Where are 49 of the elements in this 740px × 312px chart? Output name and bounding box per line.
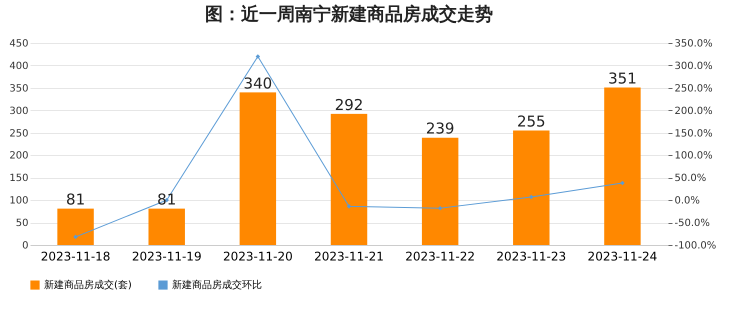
x-tick-label: 2023-11-19 xyxy=(132,250,202,264)
bar xyxy=(330,114,368,245)
y2-tick-label: 350.0% xyxy=(674,38,713,50)
y-tick-label: 300 xyxy=(9,106,28,117)
bar xyxy=(604,87,641,245)
y-tick-label: 0 xyxy=(22,240,28,252)
data-label: 340 xyxy=(244,74,272,92)
x-tick-label: 2023-11-18 xyxy=(40,250,110,264)
chart-title: 图：近一周南宁新建商品房成交走势 xyxy=(205,4,493,25)
bar xyxy=(57,208,94,245)
data-label: 255 xyxy=(516,112,546,131)
bar xyxy=(422,138,458,245)
legend-label: 新建商品房成交(套) xyxy=(44,279,132,292)
y-tick-label: 250 xyxy=(9,128,28,140)
y2-tick-label: 250.0% xyxy=(674,83,713,94)
x-tick-label: 2023-11-20 xyxy=(222,250,293,264)
y-tick-label: 350 xyxy=(9,83,28,94)
bar xyxy=(148,208,185,245)
x-tick-label: 2023-11-24 xyxy=(588,250,658,264)
point xyxy=(346,204,352,209)
data-label: 81 xyxy=(66,190,86,209)
y2-tick-label: -50.0% xyxy=(674,218,710,230)
y-tick-label: 50 xyxy=(16,218,28,230)
point xyxy=(256,54,260,59)
y2-tick-label: 300.0% xyxy=(674,60,713,72)
y2-tick-label: 0.0% xyxy=(674,196,700,207)
y-tick-label: 200 xyxy=(9,150,28,162)
point xyxy=(438,206,442,210)
point xyxy=(73,234,78,240)
y-tick-label: 100 xyxy=(9,196,28,207)
legend-label: 新建商品房成交环比 xyxy=(172,279,262,292)
data-label: 239 xyxy=(426,120,454,138)
bar xyxy=(240,92,276,245)
x-tick-label: 2023-11-21 xyxy=(314,250,384,264)
bar xyxy=(513,130,550,245)
y2-tick-label: 50.0% xyxy=(674,173,706,184)
x-tick-label: 2023-11-22 xyxy=(405,250,476,264)
y-tick-label: 150 xyxy=(9,173,28,184)
y-tick-label: 400 xyxy=(9,60,28,72)
point xyxy=(529,194,534,200)
x-tick-label: 2023-11-23 xyxy=(496,250,566,264)
y2-tick-label: 150.0% xyxy=(674,128,713,140)
y-tick-label: 450 xyxy=(9,38,28,50)
data-label: 351 xyxy=(608,69,637,88)
y2-tick-label: -100.0% xyxy=(674,240,716,252)
y2-tick-label: 100.0% xyxy=(674,150,713,162)
y2-tick-label: 200.0% xyxy=(674,106,713,117)
data-label: 292 xyxy=(334,96,364,114)
point xyxy=(620,180,625,186)
